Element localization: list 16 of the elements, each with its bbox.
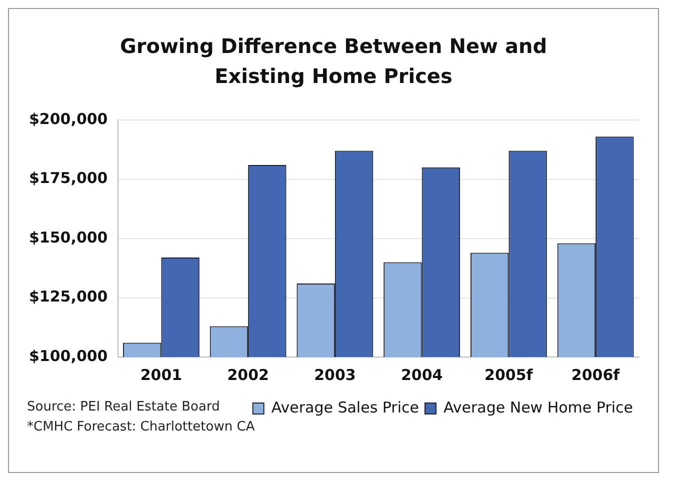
- x-tick-label: 2002: [227, 366, 269, 384]
- text: *CMHC Forecast: Charlottetown CA: [27, 419, 255, 434]
- legend-label: Average New Home Price: [443, 398, 634, 416]
- y-tick-label: $150,000: [28, 228, 108, 246]
- x-tick-label: 2006f: [571, 366, 620, 384]
- chart-title: Growing Difference Between New and Existing Home Prices: [118, 33, 548, 90]
- y-tick-label: $175,000: [28, 169, 108, 188]
- x-tick-label: 2005f: [484, 366, 534, 384]
- x-tick-label: 2003: [314, 366, 356, 384]
- y-tick-label: $200,000: [28, 110, 108, 128]
- x-tick-label: 2004: [400, 366, 443, 384]
- y-tick-label: $100,000: [28, 346, 108, 365]
- source-note: Source: PEI Real Estate Board: [27, 399, 220, 414]
- x-tick-label: 2001: [140, 366, 182, 384]
- legend-label: Average Sales Price: [271, 398, 419, 416]
- y-tick-label: $125,000: [28, 288, 108, 306]
